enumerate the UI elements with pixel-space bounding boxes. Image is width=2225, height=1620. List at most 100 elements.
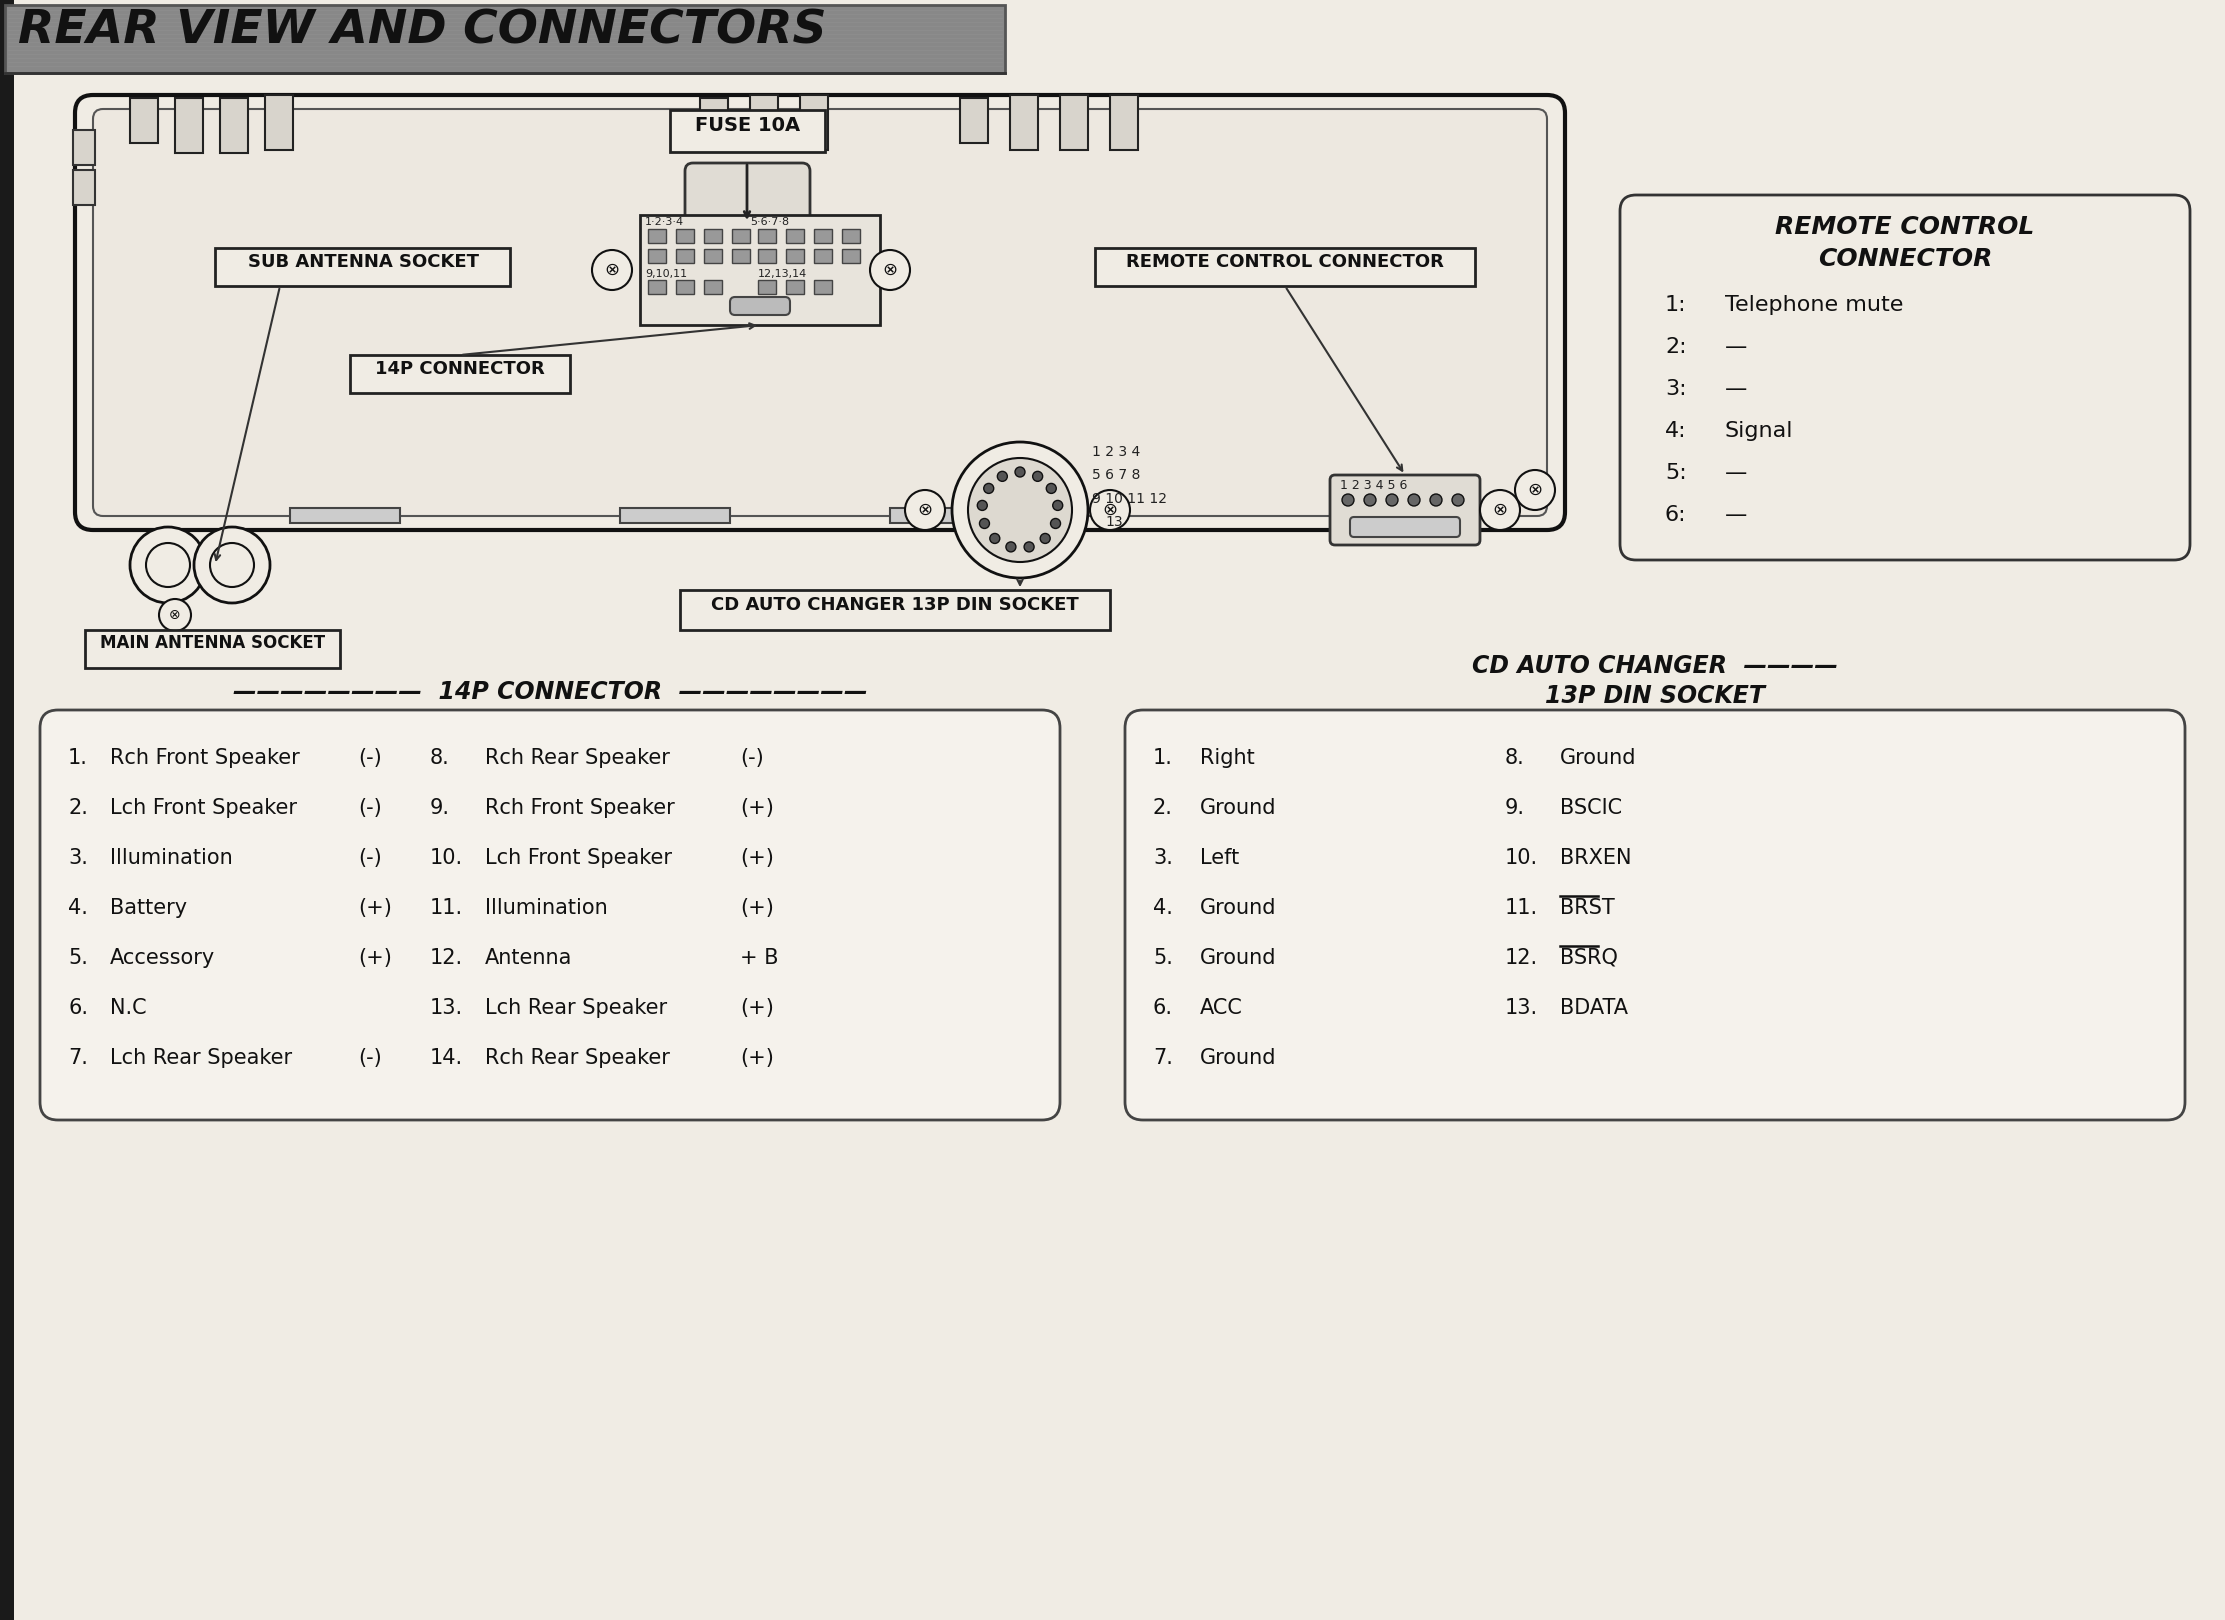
Bar: [647, 280, 665, 293]
Circle shape: [1386, 494, 1397, 505]
Text: CD AUTO CHANGER  ————: CD AUTO CHANGER ————: [1473, 654, 1838, 679]
Bar: [676, 249, 694, 262]
Text: Battery: Battery: [109, 897, 187, 919]
Circle shape: [1408, 494, 1420, 505]
FancyBboxPatch shape: [76, 96, 1564, 530]
Bar: [703, 228, 721, 243]
Text: 5.: 5.: [1153, 948, 1173, 969]
Bar: [676, 228, 694, 243]
Circle shape: [147, 543, 189, 586]
Text: 11.: 11.: [1504, 897, 1537, 919]
Text: (-): (-): [358, 748, 383, 768]
Circle shape: [129, 526, 207, 603]
Text: Right: Right: [1199, 748, 1255, 768]
Text: CD AUTO CHANGER 13P DIN SOCKET: CD AUTO CHANGER 13P DIN SOCKET: [712, 596, 1079, 614]
Text: Accessory: Accessory: [109, 948, 216, 969]
Text: (+): (+): [358, 897, 392, 919]
Bar: [841, 249, 861, 262]
Text: 14P CONNECTOR: 14P CONNECTOR: [376, 360, 545, 377]
Text: 1 2 3 4: 1 2 3 4: [1092, 446, 1139, 458]
Bar: [676, 280, 694, 293]
Circle shape: [870, 249, 910, 290]
Text: BRST: BRST: [1560, 897, 1615, 919]
Text: 3.: 3.: [1153, 847, 1173, 868]
Text: Lch Front Speaker: Lch Front Speaker: [485, 847, 672, 868]
Bar: [647, 228, 665, 243]
Circle shape: [1024, 543, 1035, 552]
Circle shape: [1046, 483, 1057, 494]
Bar: [732, 228, 750, 243]
Text: 9.: 9.: [1504, 799, 1524, 818]
Text: MAIN ANTENNA SOCKET: MAIN ANTENNA SOCKET: [100, 633, 325, 651]
Text: 5:: 5:: [1664, 463, 1687, 483]
Text: Illumination: Illumination: [485, 897, 607, 919]
Text: (+): (+): [741, 897, 774, 919]
Text: 4.: 4.: [1153, 897, 1173, 919]
Bar: [73, 130, 96, 165]
Text: Rch Rear Speaker: Rch Rear Speaker: [485, 1048, 670, 1068]
Text: ⊗: ⊗: [917, 501, 932, 518]
Text: 10.: 10.: [1504, 847, 1537, 868]
FancyBboxPatch shape: [730, 296, 790, 314]
FancyBboxPatch shape: [1331, 475, 1480, 544]
Bar: [289, 509, 400, 523]
Bar: [349, 355, 570, 394]
Bar: [890, 509, 999, 523]
Text: Telephone mute: Telephone mute: [1724, 295, 1902, 314]
Text: ⊗: ⊗: [1101, 501, 1117, 518]
Circle shape: [1364, 494, 1375, 505]
Text: 7.: 7.: [69, 1048, 87, 1068]
Bar: [681, 590, 1110, 630]
Circle shape: [1041, 533, 1050, 543]
Text: FUSE 10A: FUSE 10A: [696, 117, 801, 134]
FancyBboxPatch shape: [1620, 194, 2189, 561]
Text: Illumination: Illumination: [109, 847, 234, 868]
Bar: [1010, 96, 1039, 151]
Text: Ground: Ground: [1199, 799, 1277, 818]
Text: ⊗: ⊗: [605, 261, 619, 279]
Circle shape: [1431, 494, 1442, 505]
Bar: [176, 97, 202, 152]
Text: 6.: 6.: [69, 998, 89, 1017]
FancyBboxPatch shape: [93, 109, 1546, 517]
Text: Lch Front Speaker: Lch Front Speaker: [109, 799, 296, 818]
Text: (+): (+): [741, 847, 774, 868]
Text: (+): (+): [741, 1048, 774, 1068]
Text: CONNECTOR: CONNECTOR: [1818, 246, 1991, 271]
Text: 4.: 4.: [69, 897, 87, 919]
Text: 2.: 2.: [1153, 799, 1173, 818]
Text: ⊗: ⊗: [883, 261, 897, 279]
Bar: [265, 96, 294, 151]
Text: Ground: Ground: [1560, 748, 1638, 768]
Text: Left: Left: [1199, 847, 1239, 868]
Circle shape: [1052, 501, 1064, 510]
Text: ⊗: ⊗: [1493, 501, 1509, 518]
Text: 1:: 1:: [1664, 295, 1687, 314]
Bar: [647, 249, 665, 262]
Bar: [785, 280, 803, 293]
Text: 8.: 8.: [1504, 748, 1524, 768]
Bar: [801, 96, 828, 151]
Bar: [220, 97, 247, 152]
Circle shape: [1006, 543, 1017, 552]
Text: —: —: [1724, 463, 1747, 483]
Text: ⊗: ⊗: [169, 608, 180, 622]
Text: (-): (-): [741, 748, 763, 768]
Text: 1.: 1.: [1153, 748, 1173, 768]
Text: 13.: 13.: [1504, 998, 1537, 1017]
Text: 14.: 14.: [429, 1048, 463, 1068]
Circle shape: [1090, 489, 1130, 530]
Bar: [732, 249, 750, 262]
Circle shape: [592, 249, 632, 290]
Bar: [670, 110, 825, 152]
Circle shape: [1342, 494, 1355, 505]
Circle shape: [158, 599, 191, 632]
Bar: [814, 228, 832, 243]
Bar: [641, 215, 881, 326]
Text: 3.: 3.: [69, 847, 87, 868]
Bar: [814, 249, 832, 262]
Text: (-): (-): [358, 1048, 383, 1068]
Bar: [759, 249, 777, 262]
Circle shape: [983, 483, 995, 494]
Text: Ground: Ground: [1199, 1048, 1277, 1068]
